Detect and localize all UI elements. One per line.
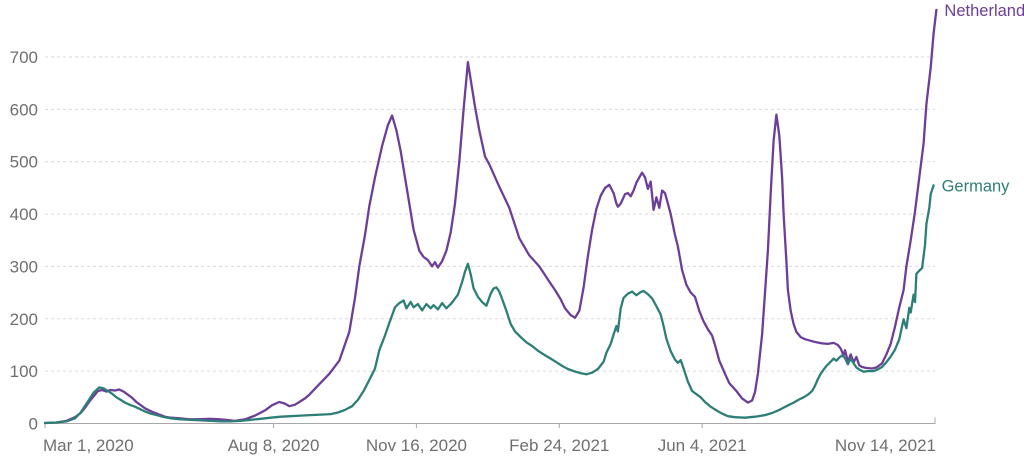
y-tick-label: 100: [10, 362, 38, 381]
x-tick-label: Mar 1, 2020: [43, 436, 134, 455]
y-tick-label: 300: [10, 257, 38, 276]
germany-line: [43, 184, 935, 425]
y-tick-label: 500: [10, 153, 38, 172]
y-tick-label: 0: [29, 415, 38, 434]
germany-series-label: Germany: [942, 177, 1011, 195]
netherlands-series-label: Netherlands: [944, 2, 1024, 20]
x-tick-label: Feb 24, 2021: [509, 436, 609, 455]
x-tick-label: Nov 16, 2020: [366, 436, 467, 455]
y-tick-label: 200: [10, 310, 38, 329]
x-tick-label: Jun 4, 2021: [658, 436, 747, 455]
x-tick-label: Nov 14, 2021: [835, 436, 936, 455]
y-tick-label: 600: [10, 100, 38, 119]
x-tick-label: Aug 8, 2020: [228, 436, 320, 455]
netherlands-line: [43, 8, 938, 425]
y-tick-label: 700: [10, 48, 38, 67]
y-tick-label: 400: [10, 205, 38, 224]
